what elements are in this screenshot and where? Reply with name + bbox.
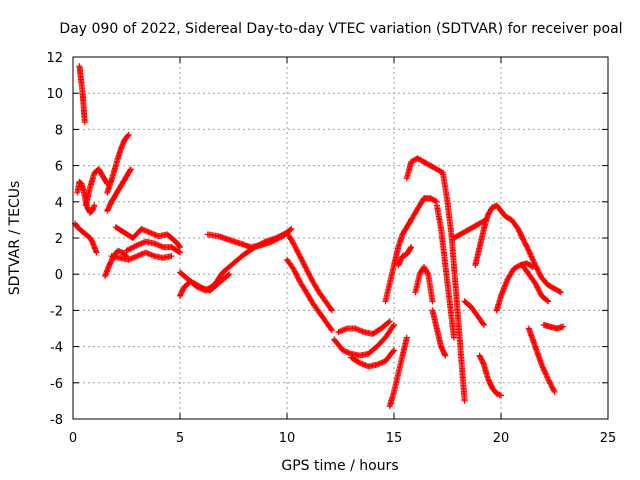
data-point-markers [519, 262, 552, 305]
series-arc-8 [112, 224, 183, 251]
y-tick-label: -4 [50, 341, 63, 356]
data-point-markers [440, 171, 468, 404]
series-arc-34 [519, 262, 552, 305]
series-arc-9 [123, 238, 183, 256]
series-arc-31 [476, 352, 504, 399]
y-tick-label: 8 [55, 123, 63, 138]
x-tick-label: 5 [176, 431, 184, 446]
series-arc-10 [108, 249, 175, 263]
data-marks [72, 63, 567, 410]
data-point-markers [348, 347, 397, 370]
data-point-markers [472, 202, 526, 269]
series-arc-17 [335, 318, 393, 337]
data-point-markers [82, 166, 111, 209]
data-point-markers [433, 202, 457, 341]
series-arc-36 [525, 325, 558, 395]
series-arc-35 [540, 321, 567, 332]
series-arc-24 [408, 195, 440, 223]
series-arc-7 [102, 247, 130, 279]
series-arc-18 [348, 347, 397, 370]
data-point-markers [412, 264, 436, 305]
series-arc-28 [461, 298, 487, 328]
series-arc-14 [284, 229, 335, 314]
series-arc-32 [493, 260, 537, 314]
data-point-markers [112, 224, 183, 251]
data-point-markers [104, 166, 134, 214]
data-point-markers [403, 155, 447, 182]
y-tick-label: 12 [46, 51, 63, 66]
data-point-markers [519, 235, 564, 296]
data-point-markers [493, 260, 537, 314]
series-arc-26 [412, 264, 436, 305]
data-point-markers [76, 63, 88, 126]
data-point-markers [476, 352, 504, 399]
y-tick-label: 6 [55, 160, 63, 175]
y-tick-label: 10 [46, 87, 63, 102]
x-tick-label: 10 [279, 431, 296, 446]
series-arc-3 [74, 178, 98, 216]
y-tick-label: 4 [55, 196, 63, 211]
data-point-markers [108, 249, 175, 263]
series-arc-20 [386, 334, 410, 410]
series-arc-25 [433, 202, 457, 341]
chart-title: Day 090 of 2022, Sidereal Day-to-day VTE… [59, 21, 622, 37]
data-point-markers [74, 178, 98, 216]
series-arc-21 [395, 244, 415, 269]
series-arc-30 [472, 202, 526, 269]
data-point-markers [335, 318, 393, 337]
y-tick-label: 0 [55, 268, 63, 283]
x-tick-label: 15 [386, 431, 403, 446]
series-arc-19 [382, 216, 415, 305]
data-point-markers [104, 131, 132, 196]
data-point-markers [284, 229, 335, 314]
data-point-markers [429, 307, 449, 359]
series-arc-1 [76, 63, 88, 126]
series-arc-27 [429, 307, 449, 359]
y-axis-label: SDTVAR / TECUs [7, 181, 23, 296]
series-arc-4 [82, 166, 111, 209]
series-arc-33 [519, 235, 564, 296]
data-point-markers [102, 247, 130, 279]
data-point-markers [382, 216, 415, 305]
axis-ticks: 0 5 10 15 20 25 -8 -6 -4 -2 0 2 4 6 8 10 12 [46, 51, 616, 446]
y-tick-label: -2 [50, 304, 63, 319]
series-arc-16 [331, 321, 397, 359]
data-point-markers [72, 220, 100, 256]
x-tick-label: 0 [69, 431, 77, 446]
series-arc-5 [104, 131, 132, 196]
data-point-markers [525, 325, 558, 395]
x-tick-label: 20 [493, 431, 510, 446]
y-tick-label: 2 [55, 232, 63, 247]
y-tick-label: -8 [50, 413, 63, 428]
grid [73, 57, 608, 419]
series-arc-23 [440, 171, 468, 404]
series-arc-2 [72, 220, 100, 256]
series-arc-6 [104, 166, 134, 214]
data-point-markers [540, 321, 567, 332]
series-arc-22 [403, 155, 447, 182]
data-point-markers [386, 334, 410, 410]
data-point-markers [284, 256, 335, 334]
data-point-markers [408, 195, 440, 223]
series-arc-15 [284, 256, 335, 334]
x-axis-label: GPS time / hours [281, 458, 398, 474]
x-tick-label: 25 [600, 431, 617, 446]
data-point-markers [331, 321, 397, 359]
data-point-markers [461, 298, 487, 328]
y-tick-label: -6 [50, 377, 63, 392]
data-point-markers [123, 238, 183, 256]
data-point-markers [395, 244, 415, 269]
